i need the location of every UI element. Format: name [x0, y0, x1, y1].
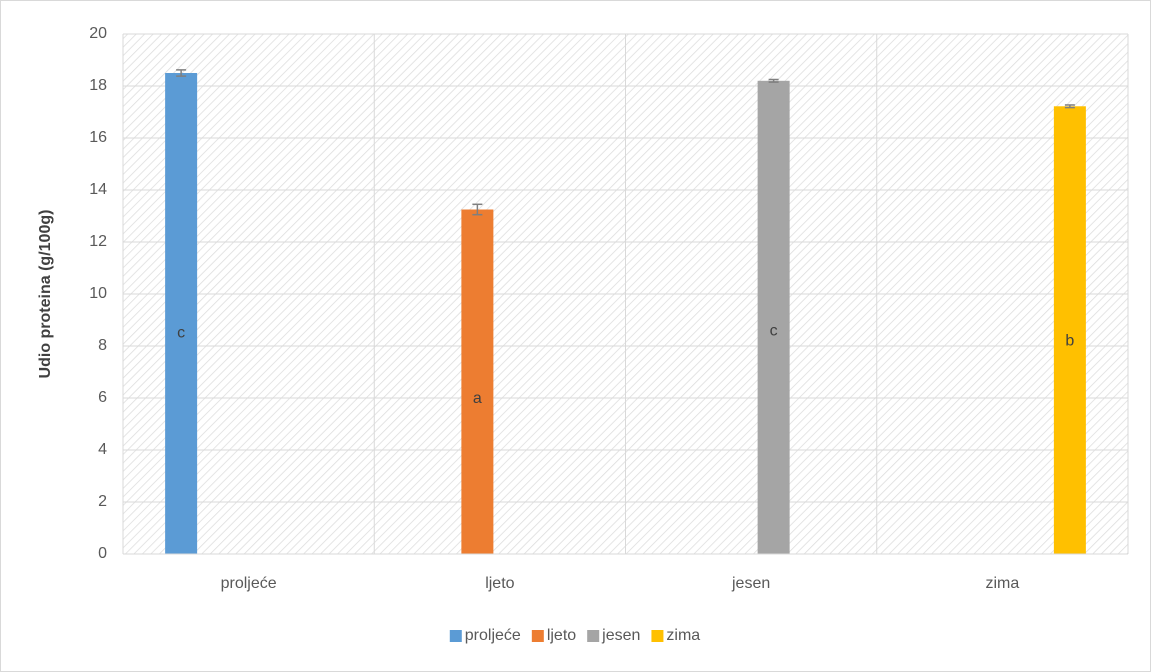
x-tick-label: zima: [985, 575, 1019, 592]
data-label: b: [1065, 332, 1074, 349]
y-tick-label: 2: [98, 493, 107, 510]
y-tick-label: 12: [89, 233, 107, 250]
legend-label: jesen: [601, 627, 640, 644]
x-tick-label: proljeće: [221, 575, 277, 592]
legend-swatch: [587, 630, 600, 642]
x-tick-label: ljeto: [485, 575, 514, 592]
bar: [1053, 106, 1086, 554]
legend-swatch: [531, 630, 544, 642]
legend-label: ljeto: [547, 627, 576, 644]
y-tick-label: 0: [98, 545, 107, 562]
y-tick-label: 10: [89, 285, 107, 302]
error-bar: [472, 203, 483, 216]
y-tick-label: 4: [98, 441, 107, 458]
data-label: c: [177, 325, 185, 342]
y-axis-title: Udio proteina (g/100g): [37, 210, 54, 379]
x-tick-label: jesen: [731, 575, 770, 592]
y-tick-label: 16: [89, 129, 107, 146]
bar: [757, 80, 790, 555]
y-tick-label: 20: [89, 25, 107, 42]
y-tick-label: 6: [98, 389, 107, 406]
y-tick-label: 14: [89, 181, 107, 198]
legend-swatch: [449, 630, 462, 642]
legend-swatch: [651, 630, 664, 642]
data-label: a: [473, 390, 482, 407]
bar: [461, 209, 494, 554]
error-bar: [1064, 104, 1075, 109]
bar: [165, 73, 198, 554]
data-label: c: [770, 323, 778, 340]
y-tick-label: 8: [98, 337, 107, 354]
legend-label: proljeće: [465, 627, 521, 644]
error-bar: [768, 78, 779, 83]
error-bar: [176, 69, 187, 77]
legend-label: zima: [666, 627, 700, 644]
y-tick-label: 18: [89, 77, 107, 94]
